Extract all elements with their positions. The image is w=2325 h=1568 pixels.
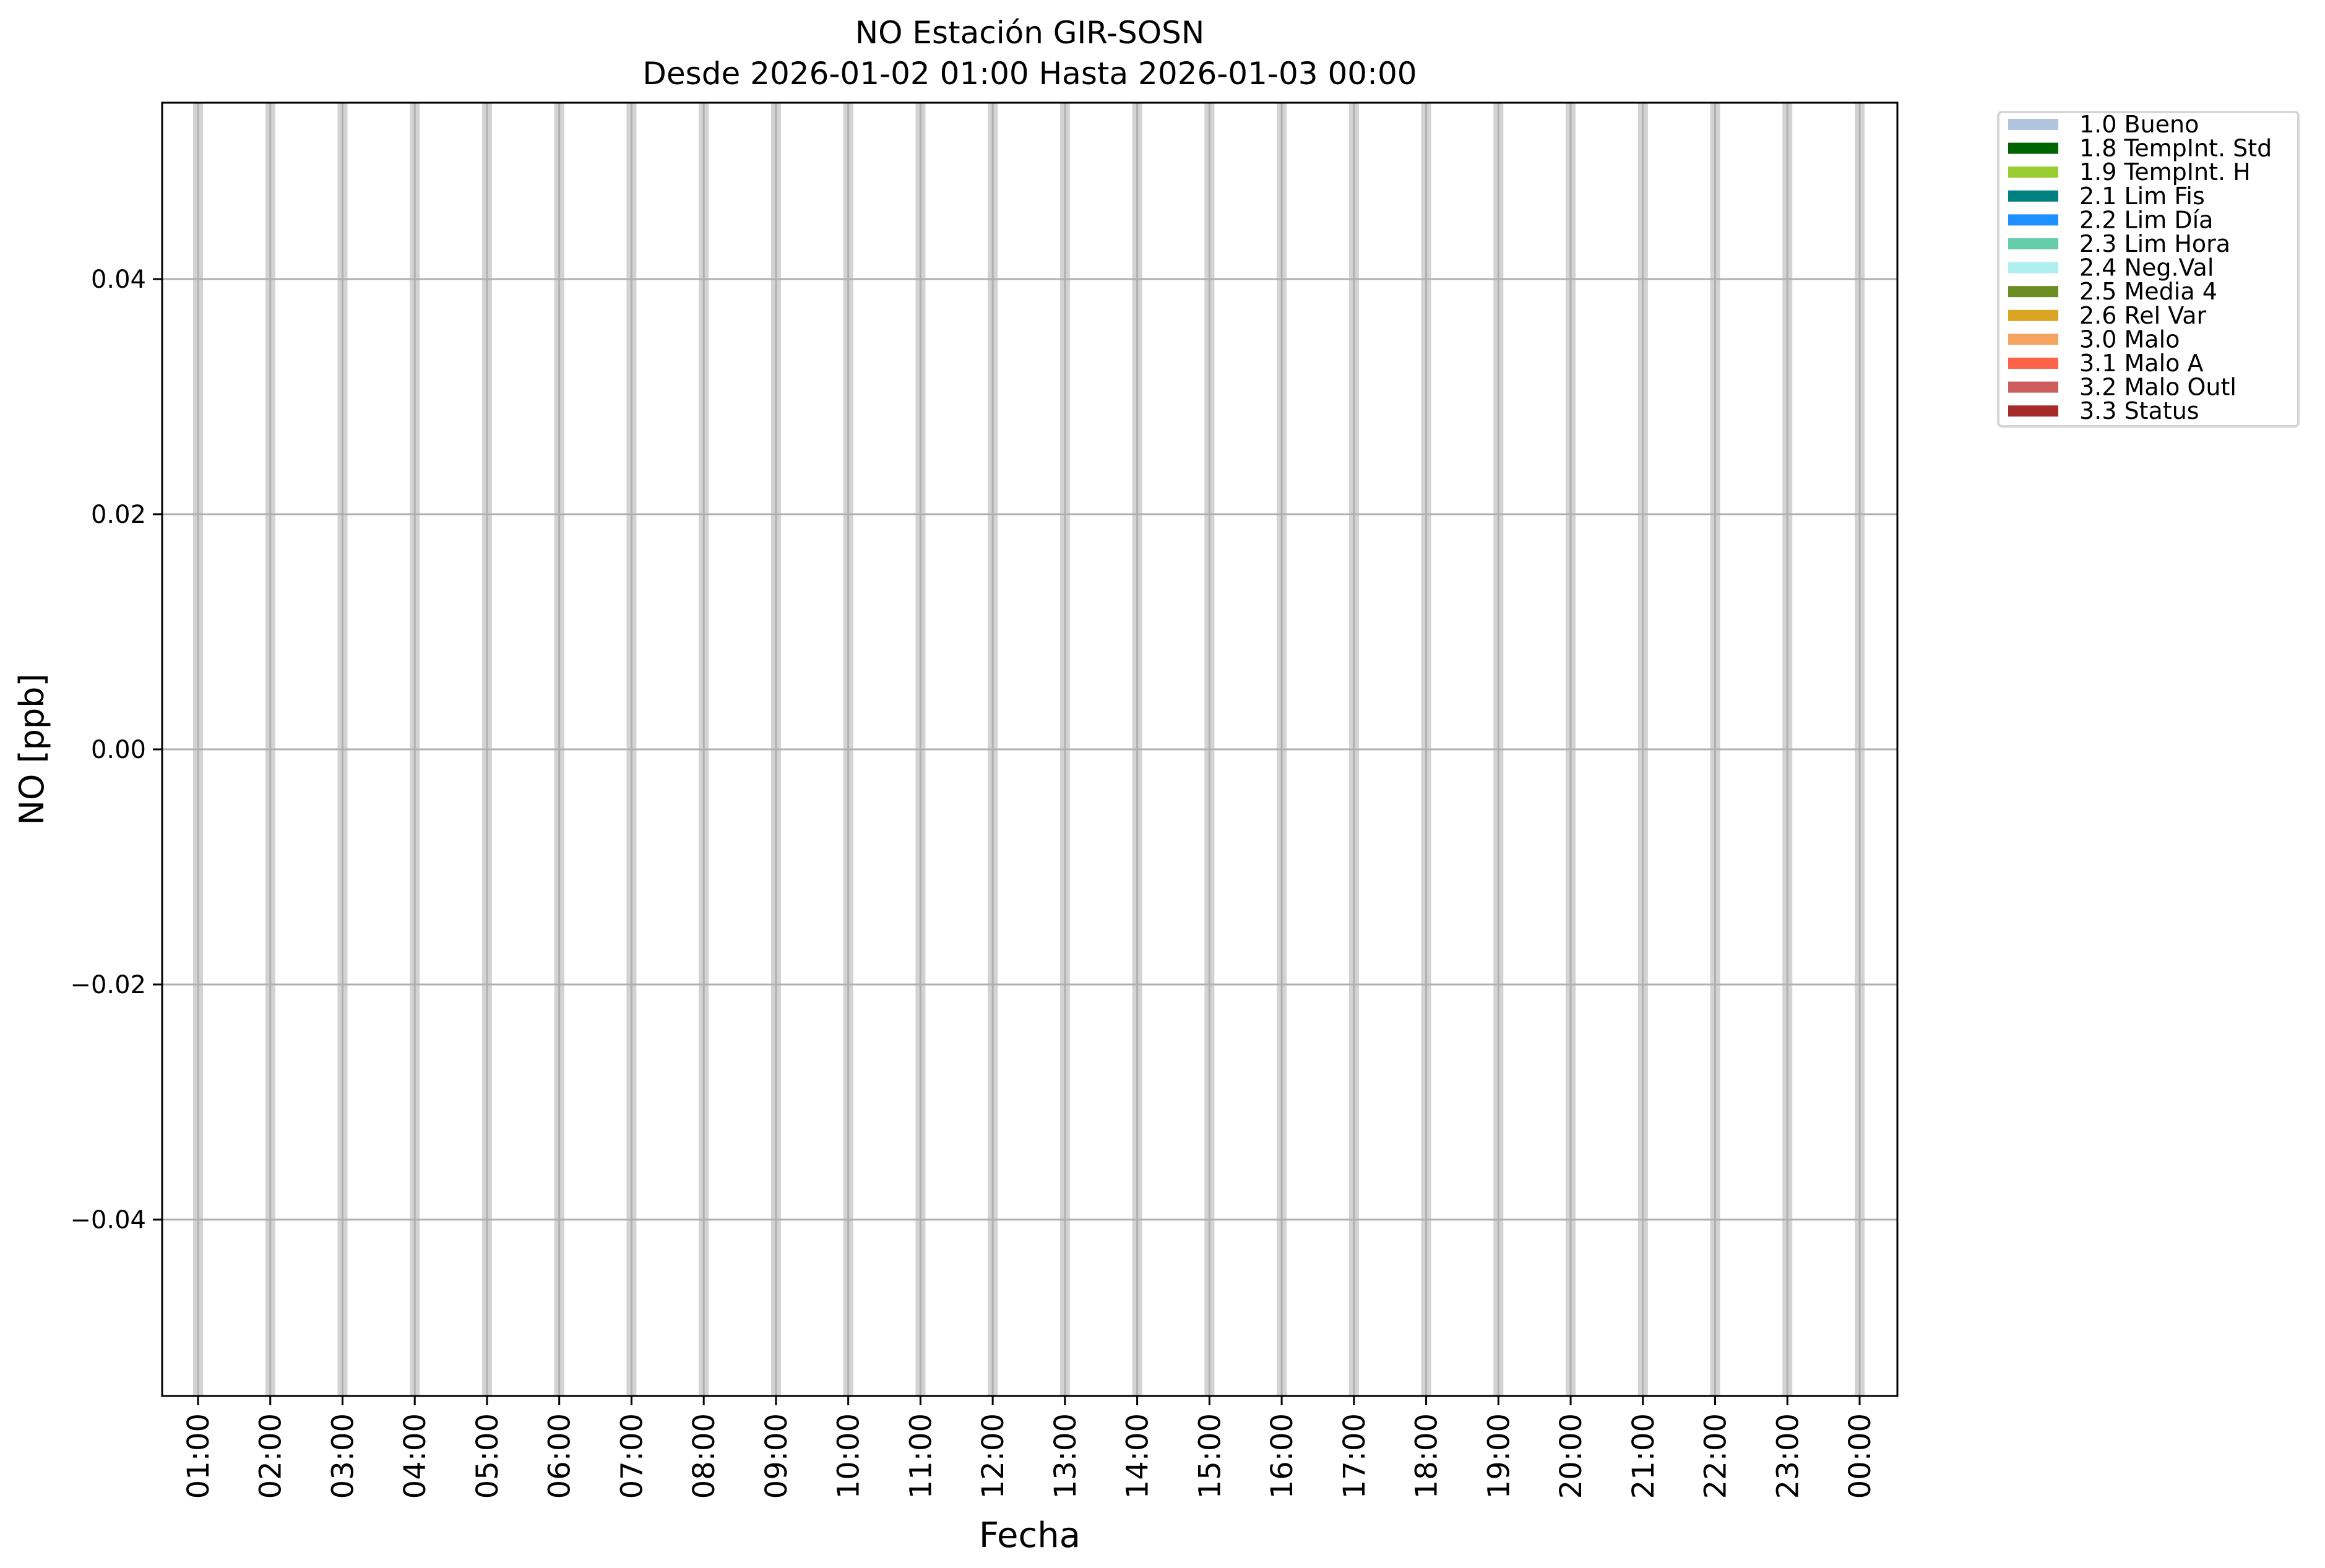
legend-swatch <box>2008 405 2058 417</box>
x-tick-label: 12:00 <box>976 1413 1011 1499</box>
x-tick-label: 16:00 <box>1265 1413 1300 1499</box>
legend-swatch <box>2008 286 2058 298</box>
x-tick-label: 04:00 <box>398 1413 433 1499</box>
x-tick-label: 09:00 <box>759 1413 794 1499</box>
x-tick-label: 20:00 <box>1554 1413 1589 1499</box>
y-tick-label: 0.04 <box>91 265 146 294</box>
legend-label: 3.2 Malo Outl <box>2079 374 2237 401</box>
x-tick-label: 19:00 <box>1482 1413 1516 1499</box>
y-tick-label: −0.04 <box>70 1206 146 1234</box>
legend-swatch <box>2008 238 2058 249</box>
x-tick-label: 03:00 <box>326 1413 360 1499</box>
legend-swatch <box>2008 262 2058 274</box>
legend-swatch <box>2008 119 2058 130</box>
x-tick-label: 05:00 <box>470 1413 505 1499</box>
legend-swatch <box>2008 358 2058 369</box>
legend-label: 3.3 Status <box>2079 397 2199 424</box>
x-tick-label: 00:00 <box>1843 1413 1878 1499</box>
legend-label: 2.5 Media 4 <box>2079 278 2217 305</box>
x-tick-label: 01:00 <box>181 1413 216 1499</box>
legend-label: 3.0 Malo <box>2079 325 2180 353</box>
x-tick-label: 02:00 <box>254 1413 288 1499</box>
x-axis-ticks: 01:00 02:00 03:00 04:00 05:00 06:00 07:00 08:00… <box>181 1396 1878 1499</box>
x-tick-label: 15:00 <box>1193 1413 1227 1499</box>
y-tick-label: 0.00 <box>91 736 146 764</box>
y-axis-label: NO [ppb] <box>12 673 51 825</box>
x-tick-label: 22:00 <box>1699 1413 1733 1499</box>
legend-swatch <box>2008 166 2058 178</box>
legend-label: 1.8 TempInt. Std <box>2079 135 2272 162</box>
legend-swatch <box>2008 334 2058 345</box>
x-tick-label: 07:00 <box>615 1413 649 1499</box>
legend-label: 3.1 Malo A <box>2079 350 2203 377</box>
chart-subtitle: Desde 2026-01-02 01:00 Hasta 2026-01-03 … <box>642 56 1417 92</box>
x-tick-label: 21:00 <box>1626 1413 1661 1499</box>
y-tick-label: 0.02 <box>91 501 146 529</box>
x-tick-label: 13:00 <box>1048 1413 1083 1499</box>
legend-swatch <box>2008 309 2058 321</box>
legend-swatch <box>2008 190 2058 202</box>
legend-label: 2.2 Lim Día <box>2079 206 2213 233</box>
x-tick-label: 18:00 <box>1410 1413 1444 1499</box>
y-axis-ticks: −0.04 −0.02 0.00 0.02 0.04 <box>70 265 162 1234</box>
x-axis-label: Fecha <box>979 1515 1081 1556</box>
x-tick-label: 17:00 <box>1337 1413 1372 1499</box>
y-tick-label: −0.02 <box>70 971 146 999</box>
x-tick-label: 06:00 <box>543 1413 577 1499</box>
legend-label: 1.9 TempInt. H <box>2079 158 2251 186</box>
legend-label: 1.0 Bueno <box>2079 111 2199 138</box>
x-tick-label: 08:00 <box>687 1413 722 1499</box>
legend-swatch <box>2008 381 2058 393</box>
legend-label: 2.6 Rel Var <box>2079 302 2207 329</box>
legend-swatch <box>2008 214 2058 226</box>
grid-lines <box>162 103 1897 1396</box>
legend-label: 2.4 Neg.Val <box>2079 254 2214 282</box>
x-tick-label: 11:00 <box>904 1413 938 1499</box>
legend-label: 2.1 Lim Fis <box>2079 183 2205 210</box>
legend-swatch <box>2008 142 2058 154</box>
x-tick-label: 10:00 <box>832 1413 866 1499</box>
chart-title: NO Estación GIR-SOSN <box>855 15 1205 51</box>
x-tick-label: 23:00 <box>1771 1413 1805 1499</box>
legend-box <box>1997 111 2300 428</box>
x-tick-label: 14:00 <box>1121 1413 1155 1499</box>
legend-label: 2.3 Lim Hora <box>2079 230 2230 257</box>
